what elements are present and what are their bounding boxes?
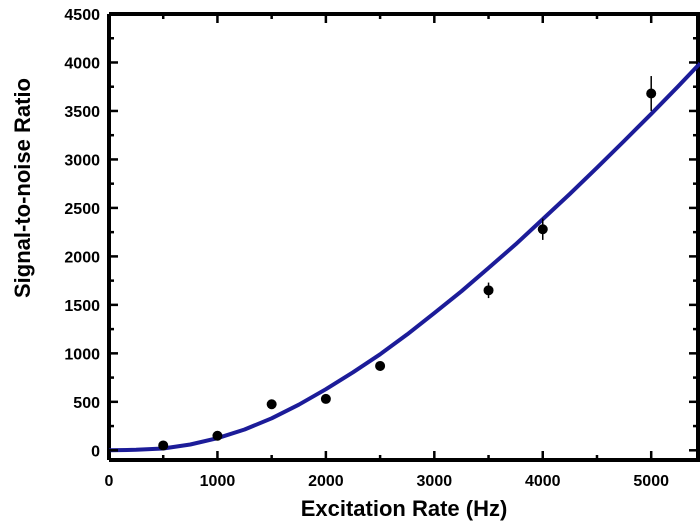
y-tick-label: 4500 (64, 7, 100, 24)
x-tick-layer: 0 1000 2000 3000 4000 5000 (105, 14, 669, 490)
y-tick-label: 3500 (64, 104, 100, 121)
data-points-layer (158, 76, 657, 451)
y-tick-label: 500 (73, 395, 100, 412)
data-point (266, 399, 277, 410)
x-tick-label: 0 (105, 473, 114, 490)
y-tick-label: 2500 (64, 201, 100, 218)
data-point (483, 285, 494, 296)
y-tick-label: 3000 (64, 152, 100, 169)
x-tick-label: 3000 (417, 473, 453, 490)
data-point (646, 88, 657, 99)
y-axis-title: Signal-to-noise Ratio (10, 78, 35, 298)
data-point (375, 360, 386, 371)
data-point (320, 393, 331, 404)
y-tick-label: 2000 (64, 249, 100, 266)
fit-line-layer (108, 62, 700, 453)
data-point (158, 440, 169, 451)
y-tick-label: 4000 (64, 55, 100, 72)
data-point (537, 224, 548, 235)
plot-frame (107, 12, 700, 462)
fit-curve (108, 62, 700, 453)
x-tick-label: 4000 (525, 473, 561, 490)
x-tick-label: 1000 (200, 473, 236, 490)
data-point (212, 430, 223, 441)
x-tick-label: 2000 (308, 473, 344, 490)
x-tick-label: 5000 (633, 473, 669, 490)
y-tick-layer: 0 500 1000 1500 2000 2500 3000 3500 4000 4500 (64, 7, 698, 460)
y-tick-label: 0 (91, 443, 100, 460)
x-axis-title: Excitation Rate (Hz) (301, 496, 508, 521)
y-tick-label: 1000 (64, 346, 100, 363)
y-tick-label: 1500 (64, 298, 100, 315)
